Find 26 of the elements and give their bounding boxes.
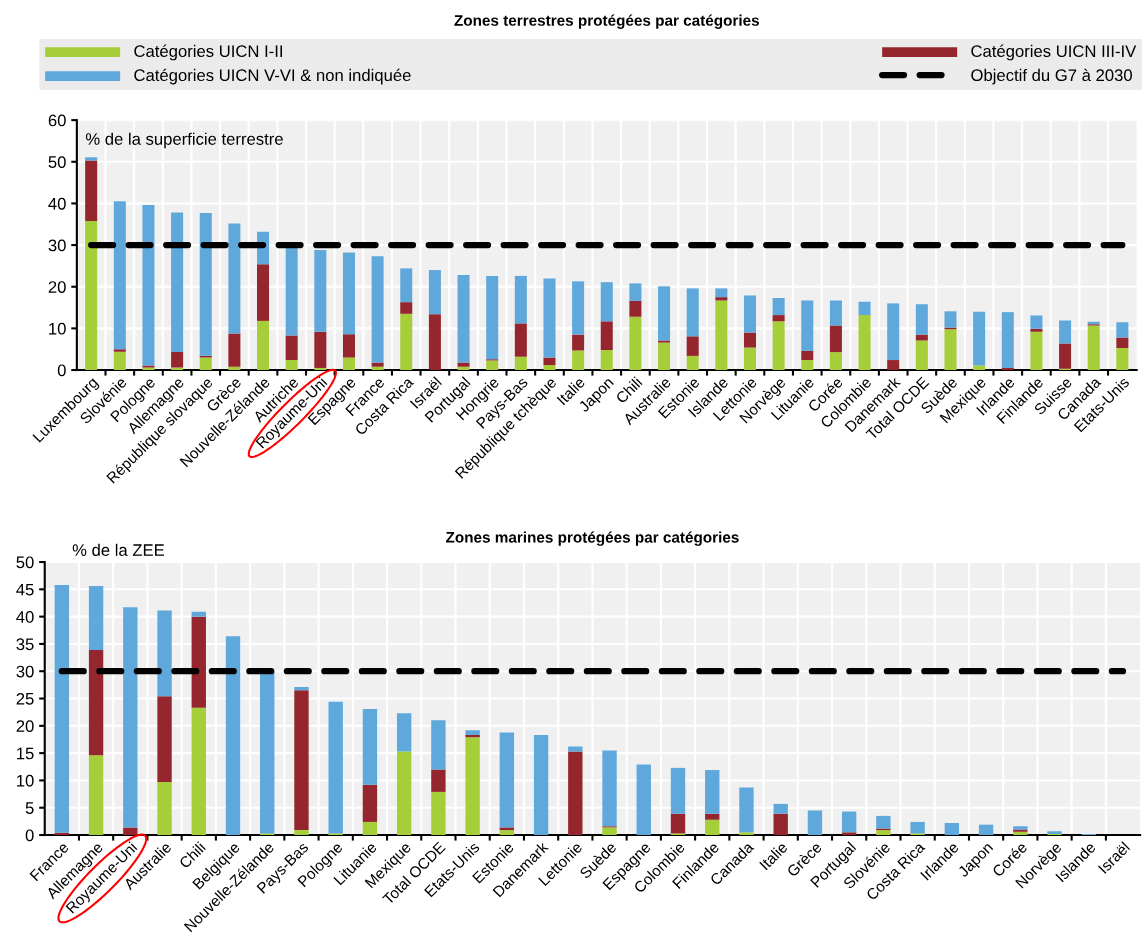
y-tick-label: 20	[16, 720, 34, 733]
y-axis-title: % de la ZEE	[72, 543, 165, 556]
y-tick-label: 15	[17, 747, 34, 760]
y-axis-title: % de la superficie terrestre	[85, 132, 283, 149]
y-tick-label: 10	[17, 774, 34, 787]
y-tick-label: 20	[48, 281, 66, 293]
y-tick-label: 10	[49, 322, 66, 335]
chart-title: Zones marines protégées par catégories	[446, 531, 739, 546]
chart-title: Zones terrestres protégées par catégories	[454, 14, 759, 29]
legend-label: Catégories UICN III-IV	[971, 44, 1137, 61]
y-tick-label: 0	[25, 829, 34, 842]
y-tick-label: 35	[16, 638, 34, 651]
y-tick-label: 45	[16, 583, 34, 596]
y-tick-label: 25	[16, 692, 34, 705]
legend-label: Objectif du G7 à 2030	[971, 68, 1132, 85]
y-tick-label: 30	[48, 239, 66, 252]
y-tick-label: 60	[48, 114, 66, 127]
y-tick-label: 30	[16, 665, 34, 678]
y-tick-label: 40	[16, 611, 34, 623]
y-tick-label: 0	[57, 364, 66, 377]
y-tick-label: 5	[25, 802, 34, 814]
y-tick-label: 50	[16, 556, 34, 569]
y-tick-label: 50	[48, 156, 66, 168]
y-tick-label: 40	[48, 197, 66, 210]
legend-label: Catégories UICN I-II	[134, 44, 282, 61]
legend-label: Catégories UICN V-VI & non indiquée	[134, 68, 411, 85]
